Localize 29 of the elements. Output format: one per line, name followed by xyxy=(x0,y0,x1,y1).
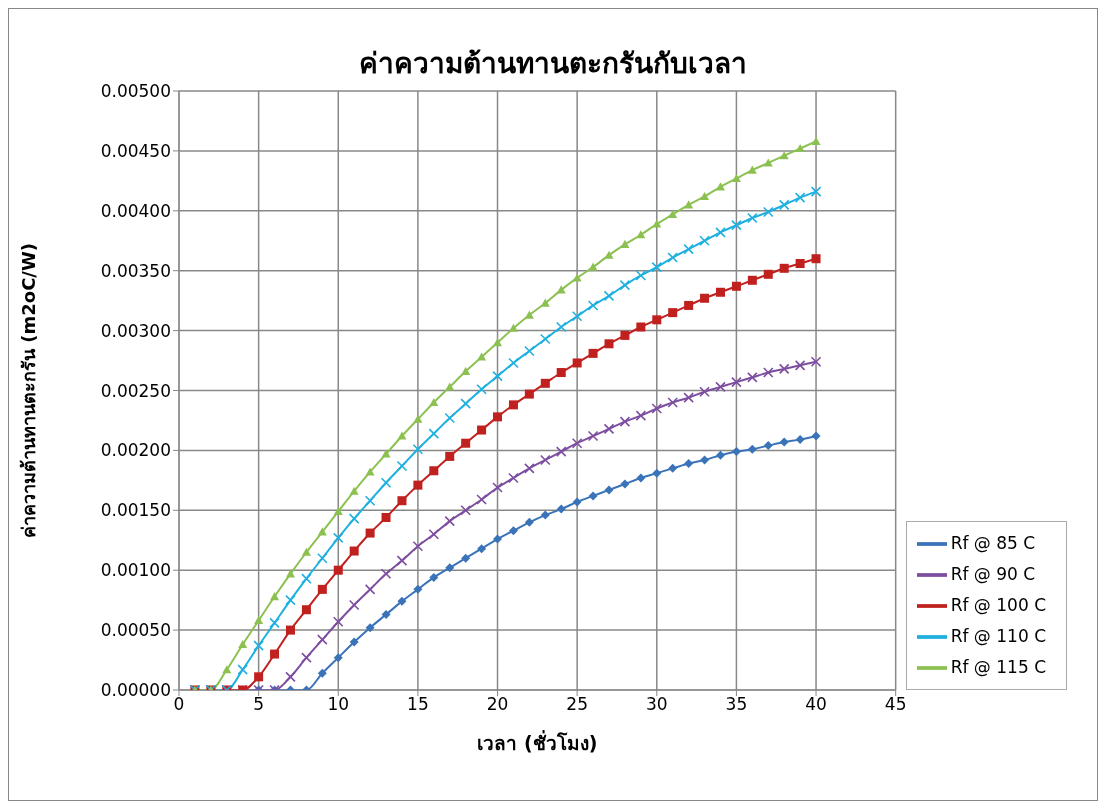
x-tick-label: 45 xyxy=(884,694,907,715)
x-tick-label: 25 xyxy=(566,694,588,715)
x-tick-label: 30 xyxy=(645,694,668,715)
y-axis-title: ค่าความต้านทานตะกรัน (m2oC/W) xyxy=(18,242,40,539)
x-tick-label: 15 xyxy=(407,694,429,715)
y-tick-label: 0.00350 xyxy=(100,260,171,281)
y-tick-label: 0.00300 xyxy=(100,320,171,341)
x-axis-title: เวลา (ชั่วโมง) xyxy=(477,730,598,754)
y-tick-label: 0.00150 xyxy=(100,500,171,521)
x-tick-label: 0 xyxy=(173,694,185,715)
legend-label: Rf @ 100 C xyxy=(950,595,1046,615)
x-tick-label: 5 xyxy=(253,694,265,715)
y-tick-label: 0.00400 xyxy=(100,200,171,221)
y-tick-label: 0.00100 xyxy=(100,560,171,581)
y-tick-label: 0.00200 xyxy=(100,440,171,461)
y-tick-label: 0.00250 xyxy=(100,380,171,401)
y-tick-label: 0.00500 xyxy=(100,81,171,102)
legend-label: Rf @ 85 C xyxy=(950,533,1036,553)
x-tick-label: 20 xyxy=(486,694,509,715)
legend-label: Rf @ 115 C xyxy=(950,657,1046,677)
legend-label: Rf @ 90 C xyxy=(950,564,1036,584)
x-tick-label: 10 xyxy=(327,694,350,715)
y-tick-label: 0.00050 xyxy=(100,620,171,641)
y-tick-label: 0.00450 xyxy=(100,140,171,161)
y-tick-label: 0.00000 xyxy=(100,680,171,701)
x-tick-label: 40 xyxy=(805,694,827,715)
chart-title: ค่าความต้านทานตะกรันกับเวลา xyxy=(359,47,747,80)
x-tick-label: 35 xyxy=(725,694,748,715)
legend-label: Rf @ 110 C xyxy=(950,626,1046,646)
